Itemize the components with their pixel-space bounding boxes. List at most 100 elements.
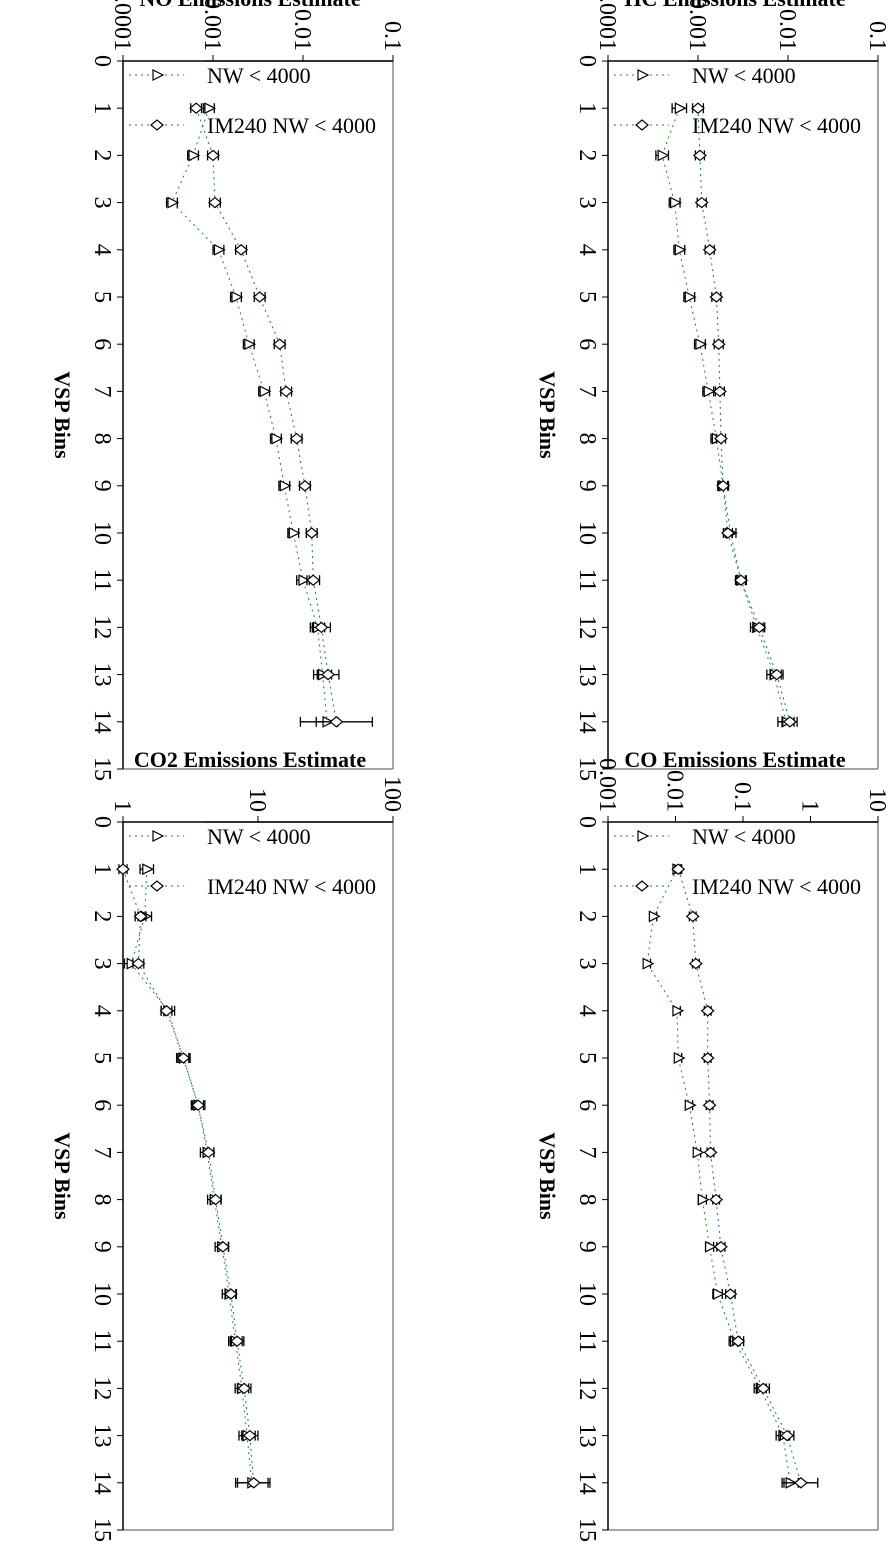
- y-axis-title: CO Emissions Estimate: [624, 747, 845, 772]
- data-point-triangle: [684, 291, 697, 303]
- x-tick-label: 8: [89, 433, 115, 445]
- data-point-triangle: [684, 1099, 697, 1112]
- x-tick-label: 15: [89, 1518, 115, 1542]
- series-line: [171, 108, 328, 722]
- x-axis-title: VSP Bins: [535, 371, 560, 459]
- x-tick-label: 6: [574, 1099, 600, 1111]
- x-tick-label: 12: [574, 1376, 600, 1400]
- x-tick-label: 10: [574, 1282, 600, 1306]
- data-point-diamond: [272, 338, 287, 350]
- x-tick-label: 0: [574, 816, 600, 828]
- series-1: IM240 NW < 4000: [129, 102, 376, 728]
- x-tick-label: 15: [574, 1518, 600, 1542]
- legend-label: NW < 4000: [207, 63, 311, 88]
- legend-marker-diamond: [150, 119, 164, 131]
- x-tick-label: 9: [89, 480, 115, 492]
- y-tick-label: 100: [379, 776, 405, 812]
- y-tick-label: 1: [797, 800, 823, 812]
- data-point-diamond: [691, 102, 705, 114]
- data-point-diamond: [702, 1099, 717, 1111]
- data-point-triangle: [673, 1052, 686, 1064]
- legend-marker-triangle: [637, 830, 650, 842]
- legend-label: IM240 NW < 4000: [207, 113, 376, 138]
- series-line: [122, 869, 255, 1483]
- x-tick-label: 15: [89, 757, 115, 781]
- data-point-diamond: [237, 1382, 252, 1395]
- x-tick-label: 14: [574, 710, 600, 734]
- data-point-triangle: [712, 1288, 725, 1300]
- data-point-diamond: [700, 1005, 715, 1017]
- series-line: [646, 868, 791, 1483]
- data-point-diamond: [191, 1099, 206, 1111]
- legend-label: IM240 NW < 4000: [692, 113, 861, 138]
- x-tick-label: 0: [574, 55, 600, 67]
- data-point-diamond: [685, 910, 700, 923]
- data-point-diamond: [712, 385, 727, 398]
- y-tick-label: 0.1: [379, 21, 405, 51]
- x-tick-label: 0: [89, 55, 115, 67]
- data-point-diamond: [289, 432, 304, 445]
- y-tick-label: 0.01: [774, 9, 800, 51]
- x-tick-label: 9: [574, 1241, 600, 1253]
- x-tick-label: 0: [89, 816, 115, 828]
- legend-marker-diamond: [635, 119, 649, 131]
- y-tick-label: 0.0001: [109, 0, 135, 51]
- data-point-diamond: [703, 1146, 718, 1159]
- x-tick-label: 12: [89, 1376, 115, 1400]
- data-point-triangle: [244, 338, 257, 351]
- data-point-diamond: [723, 1288, 738, 1300]
- data-point-diamond: [252, 291, 267, 303]
- y-tick-label: 10: [244, 788, 270, 812]
- data-point-triangle: [697, 1193, 710, 1206]
- y-tick-label: 0.001: [594, 758, 620, 812]
- data-point-diamond: [234, 244, 248, 256]
- x-tick-label: 14: [89, 710, 115, 734]
- legend-marker-diamond: [150, 880, 164, 892]
- data-point-diamond: [713, 1241, 728, 1253]
- data-point-diamond: [756, 1382, 771, 1395]
- data-point-diamond: [694, 196, 709, 209]
- data-point-triangle: [672, 1004, 685, 1017]
- series-1: IM240 NW < 4000: [116, 863, 376, 1489]
- x-tick-label: 11: [89, 569, 115, 592]
- data-point-triangle: [674, 243, 687, 256]
- legend-label: IM240 NW < 4000: [692, 874, 861, 899]
- x-tick-label: 1: [574, 102, 600, 114]
- x-tick-label: 4: [89, 1005, 115, 1017]
- data-point-triangle: [231, 291, 244, 303]
- legend-marker-diamond: [635, 880, 649, 892]
- legend-marker-triangle: [152, 69, 165, 81]
- data-point-triangle: [657, 149, 670, 162]
- data-point-diamond: [720, 527, 735, 539]
- y-tick-label: 0.0001: [594, 0, 620, 51]
- x-tick-label: 2: [574, 149, 600, 161]
- x-tick-label: 4: [574, 244, 600, 256]
- data-point-diamond: [206, 149, 220, 162]
- x-tick-label: 11: [574, 569, 600, 592]
- x-tick-label: 3: [574, 197, 600, 209]
- y-axis-title: CO2 Emissions Estimate: [134, 747, 366, 772]
- data-point-diamond: [716, 480, 731, 492]
- data-point-diamond: [297, 480, 312, 492]
- data-point-diamond: [279, 385, 294, 398]
- x-tick-label: 10: [89, 1282, 115, 1306]
- legend-label: NW < 4000: [692, 824, 796, 849]
- x-tick-label: 6: [89, 1099, 115, 1111]
- x-tick-label: 2: [89, 910, 115, 922]
- data-point-triangle: [648, 910, 661, 923]
- y-tick-label: 0.1: [864, 21, 890, 51]
- y-tick-label: 0.001: [199, 0, 225, 51]
- data-point-triangle: [642, 957, 655, 970]
- data-point-triangle: [288, 527, 301, 539]
- data-point-diamond: [189, 102, 204, 114]
- x-tick-label: 7: [89, 1146, 115, 1158]
- x-tick-label: 4: [574, 1005, 600, 1017]
- data-point-diamond: [671, 863, 686, 875]
- x-tick-label: 3: [89, 958, 115, 970]
- x-tick-label: 5: [89, 291, 115, 303]
